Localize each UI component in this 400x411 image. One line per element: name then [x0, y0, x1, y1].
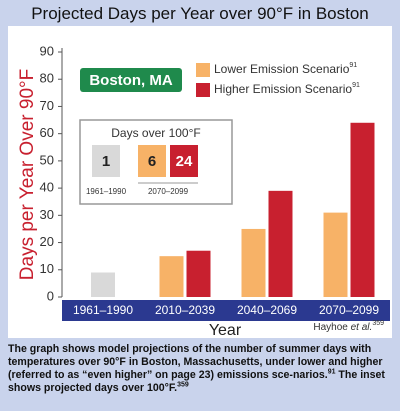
y-tick-label: 0	[47, 288, 54, 303]
legend-name: Higher Emission Scenario	[214, 82, 352, 96]
caption-text: The inset shows projected days over 100°…	[8, 369, 385, 394]
x-tick-label: 1961–1990	[73, 303, 133, 317]
source-etal: et al.	[351, 322, 373, 333]
legend-label: Lower Emission Scenario91	[214, 62, 357, 76]
bar	[186, 250, 211, 297]
bar	[323, 212, 348, 297]
y-tick-label: 20	[40, 234, 54, 249]
y-tick-label: 90	[40, 43, 54, 58]
y-tick-label: 10	[40, 261, 54, 276]
y-tick-label: 40	[40, 180, 54, 195]
bar	[241, 228, 266, 297]
y-axis-label: Days per Year Over 90°F	[17, 69, 38, 280]
inset-value: 1	[102, 153, 110, 170]
inset-box-item	[92, 145, 120, 177]
caption-ref: 91	[327, 368, 336, 376]
location-box	[80, 68, 182, 92]
x-axis-label: Year	[209, 322, 242, 339]
caption: The graph shows model projections of the…	[8, 343, 392, 395]
inset-box-item	[170, 145, 198, 177]
x-tick-label: 2070–2099	[319, 303, 379, 317]
legend-label: Higher Emission Scenario91	[214, 82, 360, 96]
legend-name: Lower Emission Scenario	[214, 62, 350, 76]
y-tick-label: 50	[40, 152, 54, 167]
inset-period: 1961–1990	[86, 187, 127, 196]
category-band	[62, 300, 390, 321]
source-ref: 359	[372, 320, 384, 327]
x-tick-label: 2040–2069	[237, 303, 297, 317]
y-tick-label: 30	[40, 207, 54, 222]
legend-swatch	[196, 63, 210, 77]
inset-value: 6	[148, 153, 156, 170]
source-author: Hayhoe	[313, 322, 350, 333]
chart-title: Projected Days per Year over 90°F in Bos…	[31, 4, 369, 23]
y-tick-label: 70	[40, 98, 54, 113]
caption-text: The graph shows model projections of the…	[8, 343, 383, 381]
bar	[268, 190, 293, 297]
caption-ref: 359	[177, 381, 189, 389]
y-tick-label: 60	[40, 125, 54, 140]
y-tick-label: 80	[40, 71, 54, 86]
x-tick-label: 2010–2039	[155, 303, 215, 317]
legend-swatch	[196, 83, 210, 97]
location-label: Boston, MA	[89, 72, 172, 89]
inset-period: 2070–2099	[148, 187, 189, 196]
bar	[159, 256, 184, 297]
bar	[91, 272, 115, 297]
source: Hayhoe et al.359	[313, 320, 384, 333]
inset-box-item	[138, 145, 166, 177]
legend-footnote: 91	[349, 62, 357, 69]
legend-footnote: 91	[352, 82, 360, 89]
inset-title: Days over 100°F	[111, 126, 201, 140]
inset-value: 24	[176, 153, 193, 170]
bar	[350, 122, 375, 298]
